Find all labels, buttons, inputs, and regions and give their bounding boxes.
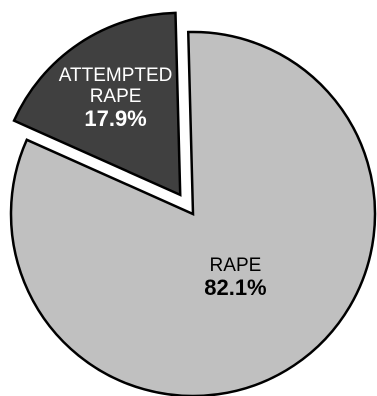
slice-label-1-line-0: ATTEMPTED [59, 65, 173, 86]
slice-label-0-line-0: RAPE [210, 255, 262, 276]
slice-value-label-0: 82.1% [204, 275, 266, 300]
slice-label-1-line-1: RAPE [90, 86, 142, 107]
slice-value-label-1: 17.9% [84, 106, 146, 131]
